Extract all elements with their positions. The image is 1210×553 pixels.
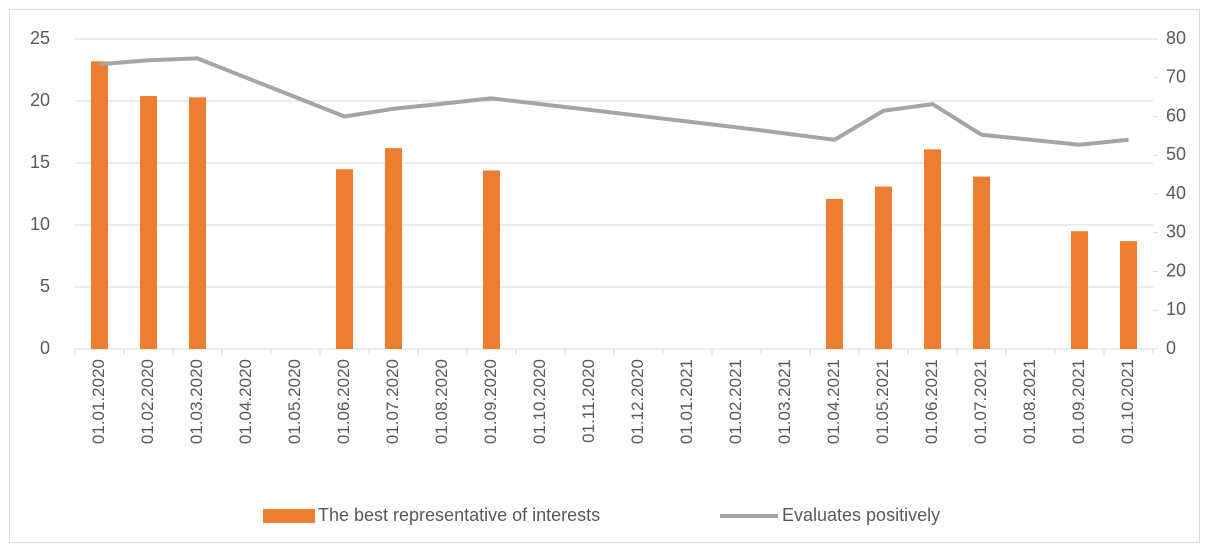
legend-label: The best representative of interests bbox=[318, 505, 600, 525]
x-tick-label: 01.03.2020 bbox=[187, 359, 206, 444]
bar bbox=[140, 96, 157, 349]
bar bbox=[385, 148, 402, 349]
x-tick-label: 01.05.2020 bbox=[285, 359, 304, 444]
x-tick-label: 01.06.2021 bbox=[922, 359, 941, 444]
bar bbox=[336, 169, 353, 349]
y2-tick-label: 20 bbox=[1166, 260, 1186, 280]
bar bbox=[91, 61, 108, 349]
x-tick-label: 01.05.2021 bbox=[873, 359, 892, 444]
y-tick-label: 5 bbox=[40, 276, 50, 296]
bar bbox=[924, 149, 941, 349]
y2-tick-label: 50 bbox=[1166, 144, 1186, 164]
x-tick-label: 01.08.2021 bbox=[1020, 359, 1039, 444]
y-tick-label: 0 bbox=[40, 338, 50, 358]
x-tick-label: 01.07.2021 bbox=[971, 359, 990, 444]
y-tick-label: 20 bbox=[30, 90, 50, 110]
line bbox=[99, 56, 1129, 147]
bar bbox=[483, 170, 500, 349]
bar bbox=[1071, 231, 1088, 349]
y-tick-label: 25 bbox=[30, 28, 50, 48]
y2-tick-label: 60 bbox=[1166, 105, 1186, 125]
x-tick-label: 01.04.2021 bbox=[824, 359, 843, 444]
x-tick-label: 01.09.2021 bbox=[1069, 359, 1088, 444]
y-tick-label: 10 bbox=[30, 214, 50, 234]
x-tick-label: 01.10.2021 bbox=[1118, 359, 1137, 444]
y2-tick-label: 70 bbox=[1166, 67, 1186, 87]
bar bbox=[1120, 241, 1137, 349]
x-tick-label: 01.06.2020 bbox=[334, 359, 353, 444]
y2-tick-label: 40 bbox=[1166, 183, 1186, 203]
x-tick-label: 01.04.2020 bbox=[236, 359, 255, 444]
x-tick-label: 01.11.2020 bbox=[579, 359, 598, 443]
x-tick-label: 01.02.2020 bbox=[138, 359, 157, 444]
x-tick-label: 01.10.2020 bbox=[530, 359, 549, 444]
x-tick-label: 01.01.2020 bbox=[89, 359, 108, 444]
legend-swatch bbox=[263, 509, 315, 523]
x-tick-label: 01.07.2020 bbox=[383, 359, 402, 444]
x-tick-label: 01.09.2020 bbox=[481, 359, 500, 444]
bar bbox=[189, 97, 206, 349]
x-tick-label: 01.01.2021 bbox=[677, 359, 696, 444]
y-tick-label: 15 bbox=[30, 152, 50, 172]
x-tick-label: 01.02.2021 bbox=[726, 359, 745, 444]
y2-tick-label: 30 bbox=[1166, 222, 1186, 242]
bar bbox=[826, 198, 843, 349]
x-tick-label: 01.12.2020 bbox=[628, 359, 647, 444]
chart-border bbox=[9, 9, 1200, 543]
bar bbox=[875, 186, 892, 349]
y2-tick-label: 0 bbox=[1166, 338, 1176, 358]
y2-tick-label: 80 bbox=[1166, 28, 1186, 48]
x-tick-label: 01.08.2020 bbox=[432, 359, 451, 444]
legend-label: Evaluates positively bbox=[782, 505, 940, 525]
y2-tick-label: 10 bbox=[1166, 299, 1186, 319]
bar bbox=[973, 176, 990, 349]
x-tick-label: 01.03.2021 bbox=[775, 359, 794, 444]
